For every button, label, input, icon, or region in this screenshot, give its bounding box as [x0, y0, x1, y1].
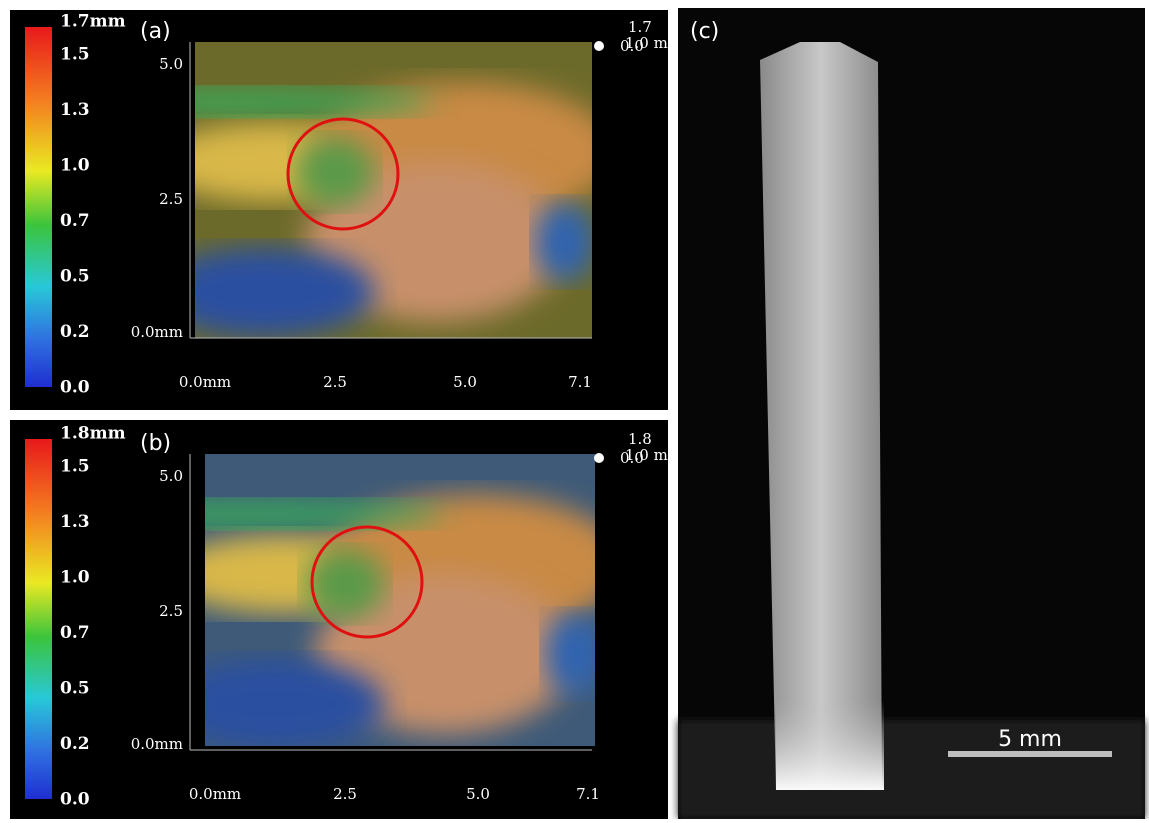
- map-region: [295, 137, 375, 207]
- marker: [594, 453, 604, 463]
- marker: [594, 41, 604, 51]
- colorbar-label: 0.2: [60, 322, 90, 342]
- colorbar-label: 1.0: [60, 568, 90, 588]
- figure: 5 mm (c) 1.7mm 1.5 1.3 1.0 0.7 0.5 0.2 0.0 5.0 2.…: [0, 0, 1149, 819]
- colorbar-label: 0.0: [60, 790, 90, 810]
- colorbar-label: 1.0: [60, 156, 90, 176]
- panel: 1.8mm 1.5 1.3 1.0 0.7 0.5 0.2 0.0 5.0 2.5 0.0mm 0.0…: [10, 420, 668, 819]
- pillar: [760, 42, 882, 790]
- x-tick-label: 7.1: [568, 373, 592, 391]
- colorbar-label: 0.7: [60, 623, 90, 643]
- x-tick-label: 0.0mm: [189, 785, 241, 803]
- x-tick-label: 2.5: [323, 373, 347, 391]
- colorbar-label: 1.3: [60, 512, 90, 532]
- y-tick-label: 2.5: [159, 602, 183, 620]
- panel-label: (a): [140, 19, 171, 44]
- colorbar-label: 0.5: [60, 679, 90, 699]
- colorbar-label: 1.5: [60, 45, 90, 65]
- colorbar-label: 1.7mm: [60, 12, 126, 32]
- colorbar: [25, 27, 52, 387]
- colorbar-label: 0.5: [60, 267, 90, 287]
- corner-min: 0.0: [620, 449, 644, 467]
- colorbar-label: 0.0: [60, 378, 90, 398]
- pillar-base: [776, 700, 884, 790]
- colorbar: [25, 439, 52, 799]
- colorbar-label: 1.3: [60, 100, 90, 120]
- panel-label: (b): [140, 431, 171, 456]
- map-region: [535, 202, 595, 282]
- colorbar-label: 0.7: [60, 211, 90, 231]
- scale-bar-label: 5 mm: [998, 727, 1062, 752]
- ground: [678, 720, 1145, 819]
- x-tick-label: 5.0: [453, 373, 477, 391]
- panel: 1.7mm 1.5 1.3 1.0 0.7 0.5 0.2 0.0 5.0 2.5 0.0mm 0.0…: [10, 10, 668, 410]
- y-tick-label: 5.0: [159, 467, 183, 485]
- colorbar-label: 0.2: [60, 734, 90, 754]
- x-tick-label: 7.1: [576, 785, 600, 803]
- panel-label: (c): [690, 19, 719, 44]
- x-tick-label: 5.0: [466, 785, 490, 803]
- x-tick-label: 2.5: [333, 785, 357, 803]
- y-tick-label: 5.0: [159, 55, 183, 73]
- x-tick-label: 0.0mm: [179, 373, 231, 391]
- panel-c-bg: [678, 8, 1145, 819]
- colorbar-label: 1.8mm: [60, 424, 126, 444]
- y-tick-label: 0.0mm: [131, 735, 183, 753]
- y-tick-label: 2.5: [159, 190, 183, 208]
- corner-min: 0.0: [620, 37, 644, 55]
- y-tick-label: 0.0mm: [131, 323, 183, 341]
- colorbar-label: 1.5: [60, 457, 90, 477]
